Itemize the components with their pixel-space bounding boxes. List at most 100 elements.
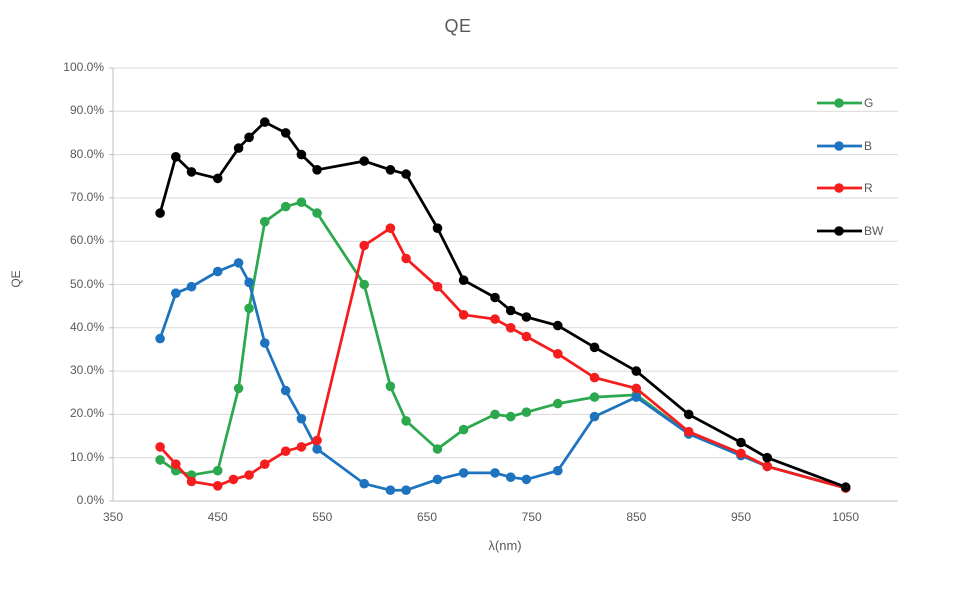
series-BW-marker (840, 482, 851, 492)
series-BW-marker (631, 366, 642, 376)
series-BW-marker (296, 149, 307, 160)
series-G-marker (490, 409, 500, 420)
series-BW-marker (762, 452, 772, 463)
legend-item-BW[interactable]: BW (816, 221, 883, 241)
series-G-marker (260, 216, 270, 227)
series-B-marker (521, 474, 532, 485)
series-BW-marker (736, 437, 746, 448)
legend-key-R (817, 183, 862, 193)
y-tick-label: 80.0% (69, 146, 104, 161)
y-tick-label: 40.0% (69, 319, 104, 334)
series-R-marker (553, 349, 563, 359)
series-G-marker (359, 279, 370, 290)
series-G-marker (280, 201, 291, 212)
series-R-marker (401, 253, 411, 264)
y-tick-label: 0.0% (76, 493, 104, 507)
series-B-marker (312, 444, 322, 454)
series-BW-marker (458, 275, 469, 286)
series-BW-marker (553, 320, 563, 331)
series-BW-marker (171, 152, 181, 162)
series-G-marker (458, 424, 469, 435)
x-tick-label: 450 (207, 510, 228, 524)
legend-key-BW (817, 226, 862, 236)
series-BW-marker (280, 128, 291, 138)
series-BW-marker (490, 292, 500, 303)
series-G-marker (589, 392, 600, 402)
series-G-marker (505, 411, 516, 422)
series-B (155, 258, 851, 496)
x-tick-label: 950 (730, 510, 752, 524)
legend-item-B[interactable]: B (816, 136, 872, 156)
series-BW (155, 117, 851, 492)
series-B-marker (260, 338, 270, 348)
series-R (155, 223, 851, 493)
series-R-marker (312, 435, 322, 446)
legend-label: B (864, 139, 873, 153)
series-BW-marker (186, 167, 197, 177)
x-tick-label: 350 (102, 510, 124, 524)
series-BW-marker (312, 165, 322, 175)
legend-label: R (864, 181, 873, 195)
series-B-marker (171, 288, 181, 299)
series-G-marker (155, 455, 165, 465)
y-tick-label: 10.0% (69, 449, 104, 464)
series-B-marker (359, 478, 370, 489)
series-B-marker (458, 468, 469, 478)
series-G-marker (244, 303, 254, 314)
series-BW-marker (589, 342, 600, 353)
y-axis-title: QE (9, 270, 23, 288)
series-R-marker (171, 459, 181, 470)
legend-key-B (817, 141, 862, 151)
series-R-marker (589, 372, 600, 383)
series-G-marker (432, 444, 443, 454)
series-BW-line (158, 120, 847, 489)
x-tick-label: 750 (521, 510, 542, 524)
series-BW-marker (505, 305, 516, 316)
series-R-marker (296, 442, 307, 452)
series-R-marker (155, 442, 165, 452)
series-G-marker (401, 416, 411, 426)
series-BW-marker (155, 208, 165, 218)
series-BW-marker (212, 173, 223, 184)
series-R-marker (762, 461, 772, 472)
series-B-marker (385, 485, 396, 496)
x-tick-label: 1050 (832, 510, 859, 524)
series-G-marker (212, 465, 223, 476)
series-G-marker (296, 197, 307, 207)
legend-key-G (817, 98, 862, 108)
legend-item-R[interactable]: R (816, 178, 873, 198)
x-tick-label: 550 (312, 510, 333, 524)
series-BW-marker (233, 143, 244, 153)
series-R-marker (359, 240, 370, 251)
y-tick-label: 20.0% (69, 406, 104, 421)
x-axis-title: λ(nm) (488, 538, 522, 553)
chart-title: QE (444, 16, 472, 36)
series-G-marker (312, 208, 322, 218)
legend-label: G (864, 96, 874, 110)
series-R-marker (683, 426, 694, 437)
series-R-marker (244, 470, 254, 480)
series-R-marker (260, 459, 270, 470)
legend-label: BW (864, 224, 884, 238)
series-B-marker (631, 392, 642, 402)
series-BW-marker (401, 169, 411, 179)
y-tick-label: 70.0% (69, 189, 104, 204)
legend-item-G[interactable]: G (816, 93, 873, 113)
series-B-marker (280, 385, 291, 396)
x-tick-label: 850 (626, 510, 647, 524)
series-R-marker (212, 481, 223, 491)
series-G-marker (553, 398, 563, 409)
series-R-marker (280, 446, 291, 457)
y-tick-label: 30.0% (69, 363, 104, 378)
series-G (155, 197, 851, 493)
series-G-marker (385, 381, 396, 392)
series-B-marker (401, 485, 411, 496)
series-B-marker (186, 281, 197, 292)
series-R-marker (432, 281, 443, 292)
series-G-marker (233, 383, 244, 394)
series-G-marker (521, 407, 532, 418)
series-B-marker (233, 258, 244, 268)
series-R-marker (458, 310, 469, 320)
